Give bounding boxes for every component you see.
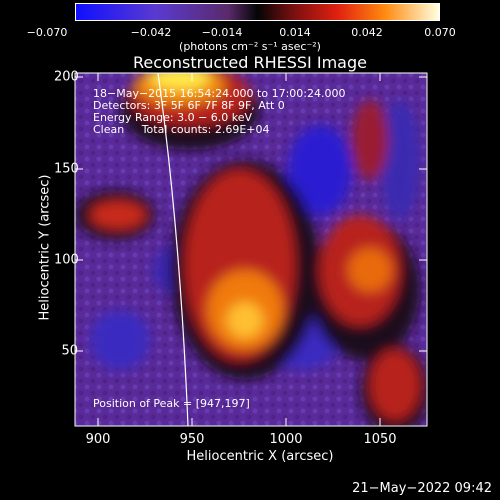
colorbar-tick-label: 0.042	[351, 26, 383, 39]
time-range-text: 18−May−2015 16:54:24.000 to 17:00:24.000	[93, 87, 346, 100]
x-tick-label: 1050	[363, 432, 397, 447]
colorbar-tick-label: 0.014	[279, 26, 311, 39]
detectors-text: Detectors: 3F 5F 6F 7F 8F 9F, Att 0	[93, 99, 285, 112]
image-title: Reconstructed RHESSI Image	[133, 53, 367, 72]
x-tick-label: 950	[179, 432, 205, 447]
colorbar-tick-label: −0.042	[130, 26, 172, 39]
colorbar-tick-label: −0.014	[201, 26, 243, 39]
colorbar-units: (photons cm⁻² s⁻¹ asec⁻²)	[179, 40, 321, 53]
y-tick-label: 200	[54, 69, 79, 85]
colorbar	[75, 3, 440, 21]
y-tick-label: 100	[54, 252, 79, 268]
colorbar-tick-label: 0.070	[424, 26, 456, 39]
x-axis-label: Heliocentric X (arcsec)	[186, 449, 334, 464]
y-axis-label: Heliocentric Y (arcsec)	[37, 174, 53, 321]
x-tick-label: 1000	[269, 432, 303, 447]
peak-position-text: Position of Peak = [947,197]	[93, 397, 250, 410]
x-tick-label: 900	[85, 432, 111, 447]
colorbar-tick-label: −0.070	[26, 26, 68, 39]
energy-range-text: Energy Range: 3.0 − 6.0 keV	[93, 111, 253, 124]
timestamp: 21−May−2022 09:42	[352, 481, 492, 496]
y-tick-label: 150	[54, 161, 79, 177]
clean-counts-text: Clean Total counts: 2.69E+04	[93, 123, 270, 136]
y-tick-label: 50	[61, 343, 78, 359]
